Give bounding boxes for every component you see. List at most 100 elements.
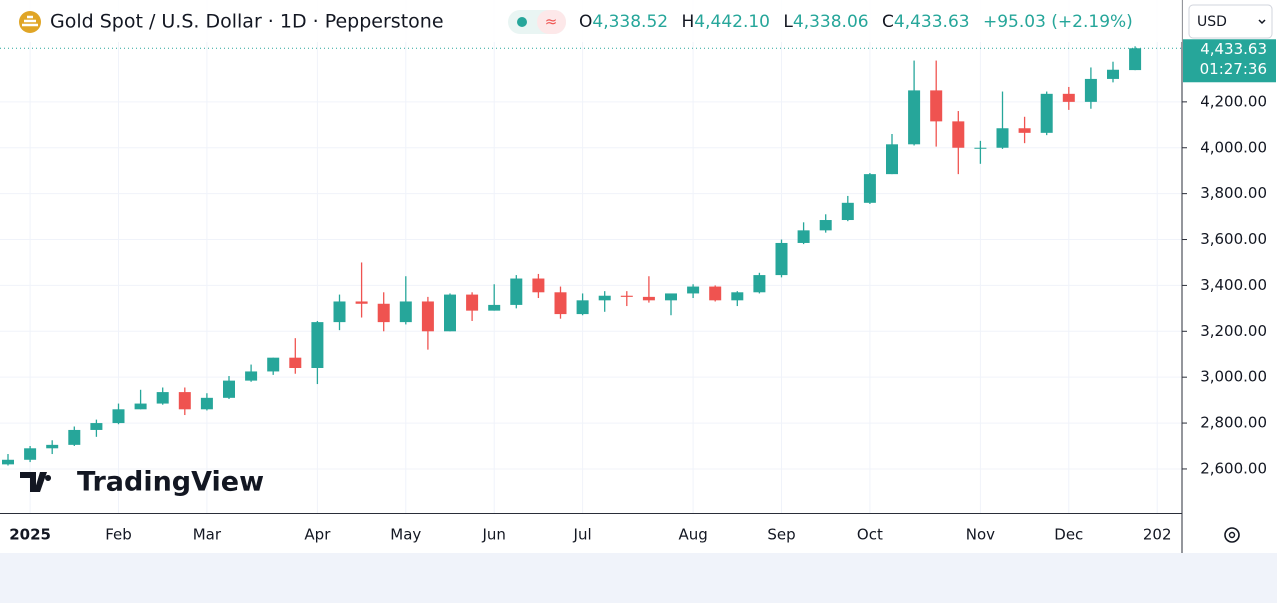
- x-tick-label: Dec: [1054, 526, 1083, 544]
- countdown-label: 01:27:36: [1200, 60, 1267, 78]
- change-value: +95.03 (+2.19%): [983, 12, 1133, 32]
- candle-body: [444, 294, 456, 332]
- y-tick-label: 3,200.00: [1200, 322, 1267, 340]
- candle-body: [952, 121, 965, 148]
- candle-body: [200, 397, 213, 410]
- candle-body: [797, 230, 810, 243]
- candle-body: [930, 90, 943, 122]
- candle-body: [863, 174, 876, 203]
- header-bg: [0, 0, 1182, 42]
- candle-body: [223, 380, 235, 398]
- currency-dropdown[interactable]: [1188, 4, 1273, 39]
- candle-body: [775, 242, 788, 276]
- candle-body: [841, 202, 854, 221]
- candle-body: [886, 144, 898, 175]
- candle-body: [90, 423, 103, 430]
- x-tick-label: 2025: [9, 526, 51, 544]
- y-tick-label: 3,600.00: [1200, 230, 1267, 248]
- candle-body: [996, 128, 1009, 148]
- candle-body: [466, 294, 479, 311]
- candle-body: [554, 292, 567, 315]
- candle-body: [642, 296, 655, 301]
- y-tick-label: 2,600.00: [1200, 459, 1267, 477]
- candle-body: [687, 286, 700, 294]
- market-open-dot: [517, 17, 527, 27]
- last-price-tag: [1183, 39, 1276, 83]
- x-tick-label: Feb: [105, 526, 132, 544]
- high-label: H: [682, 12, 695, 32]
- low-label: L: [783, 12, 793, 32]
- candle-body: [178, 392, 191, 410]
- status-pill-right: [537, 10, 566, 34]
- candle-body: [2, 459, 14, 465]
- candle-body: [311, 322, 324, 369]
- candle-body: [1084, 78, 1097, 102]
- currency-text: USD: [1197, 14, 1227, 30]
- dropdown-caret: [1258, 19, 1266, 25]
- candle-body: [289, 357, 302, 369]
- symbol-title: Gold Spot / U.S. Dollar · 1D · Peppersto…: [50, 11, 444, 33]
- x-tick-label: Jun: [481, 526, 505, 544]
- x-tick-label: Sep: [767, 526, 795, 544]
- candle-body: [1129, 48, 1142, 71]
- settings-icon-center: [1228, 531, 1236, 539]
- delay-icon: ≈: [545, 13, 558, 31]
- logo-text: TradingView: [77, 467, 264, 498]
- y-tick-label: 3,000.00: [1200, 368, 1267, 386]
- candle-body: [1107, 69, 1119, 79]
- x-tick-label: Mar: [193, 526, 222, 544]
- candle-body: [68, 429, 81, 445]
- candle-body: [156, 392, 169, 404]
- grid: [0, 0, 1182, 513]
- settings-button[interactable]: [1224, 527, 1240, 543]
- candle-body: [46, 444, 59, 449]
- candle-body: [532, 278, 545, 293]
- candle-body: [620, 295, 633, 297]
- x-tick-label: Jul: [573, 526, 592, 544]
- last-price-label: 4,433.63: [1200, 40, 1267, 58]
- candle-body: [908, 90, 921, 145]
- low-value: 4,338.06: [793, 12, 869, 32]
- axes: 2,600.00 2,800.00 3,000.00 3,200.00 3,400.00…: [0, 39, 1276, 544]
- high-value: 4,442.10: [694, 12, 770, 32]
- candle-body: [267, 357, 280, 372]
- y-tick-label: 4,200.00: [1200, 92, 1267, 110]
- candle-body: [731, 292, 744, 301]
- ohlc: O4,338.52 H4,442.10 L4,338.06 C4,433.63 …: [579, 12, 1133, 32]
- logo-mark: [20, 472, 52, 492]
- open-value: 4,338.52: [592, 12, 668, 32]
- candle-body: [510, 278, 523, 305]
- candle-body: [355, 301, 368, 304]
- candle-body: [333, 301, 346, 323]
- candle-body: [134, 403, 147, 410]
- candle-body: [399, 301, 412, 323]
- candle-body: [488, 304, 501, 311]
- x-tick-label: 202: [1143, 526, 1172, 544]
- candle-body: [974, 147, 987, 149]
- y-tick-label: 2,800.00: [1200, 414, 1267, 432]
- candle-body: [245, 371, 258, 381]
- candle-body: [709, 286, 722, 301]
- candle-body: [598, 295, 611, 301]
- candle-body: [1040, 93, 1053, 133]
- x-tick-label: Oct: [857, 526, 883, 544]
- candles: [2, 46, 1142, 466]
- y-tick-label: 3,400.00: [1200, 276, 1267, 294]
- candle-body: [576, 300, 589, 315]
- candle-body: [377, 303, 390, 323]
- candle-body: [421, 301, 434, 332]
- candle-body: [1018, 128, 1031, 133]
- close-label: C: [882, 12, 894, 32]
- x-tick-label: Nov: [966, 526, 995, 544]
- candle-body: [753, 275, 766, 293]
- candle-body: [819, 220, 832, 231]
- candle-body: [665, 293, 677, 301]
- close-value: 4,433.63: [894, 12, 970, 32]
- x-tick-label: Aug: [678, 526, 707, 544]
- candle-body: [1062, 93, 1075, 102]
- y-tick-label: 3,800.00: [1200, 184, 1267, 202]
- x-tick-label: Apr: [304, 526, 331, 544]
- chart: 2,600.00 2,800.00 3,000.00 3,200.00 3,400.00…: [0, 0, 1277, 553]
- symbol-icon-glyph: [22, 15, 38, 27]
